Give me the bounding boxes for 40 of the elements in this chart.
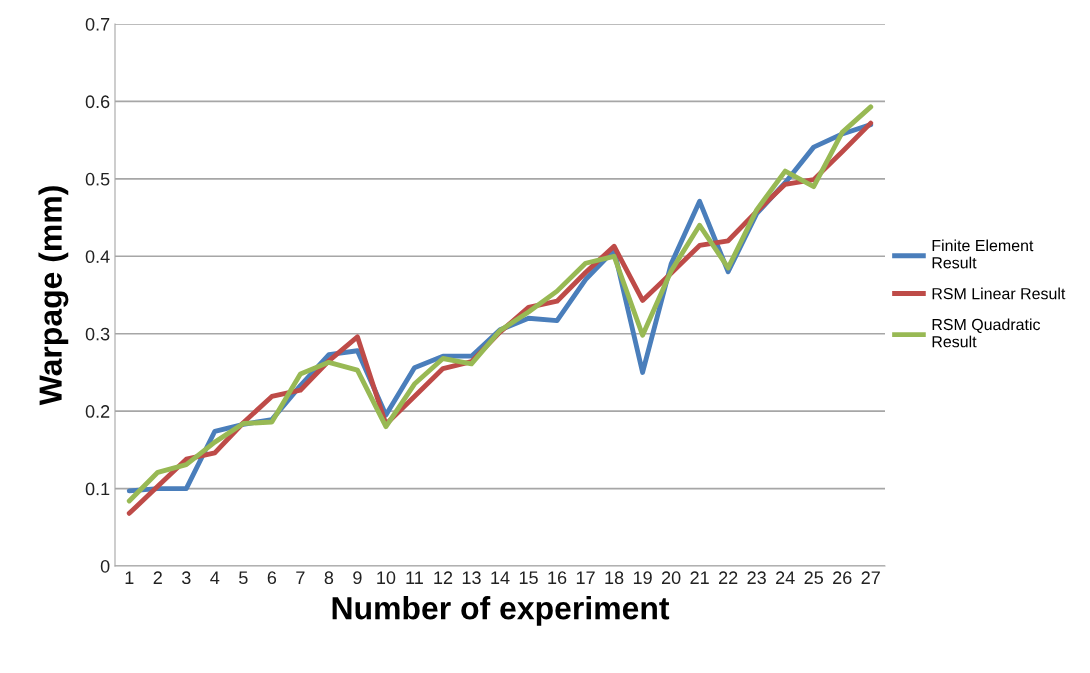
y-tick-label: 0.3	[85, 327, 110, 341]
x-tick-label: 23	[747, 571, 766, 585]
x-tick-label: 13	[462, 571, 481, 585]
x-tick-label: 9	[353, 571, 362, 585]
x-tick-label: 27	[861, 571, 880, 584]
x-tick-label: 2	[153, 571, 162, 584]
x-tick-label: 15	[519, 571, 538, 585]
x-tick-label: 3	[181, 571, 191, 585]
y-tick-label: 0.5	[85, 172, 110, 186]
x-tick-label: 21	[690, 571, 709, 584]
y-tick-label: 0.4	[85, 250, 110, 264]
x-tick-label: 26	[833, 571, 852, 585]
x-tick-label: 6	[267, 571, 277, 585]
x-tick-label: 11	[406, 571, 423, 584]
y-tick-label: 0	[100, 559, 110, 573]
x-tick-label: 10	[377, 571, 396, 585]
y-tick-label: 0.1	[85, 482, 110, 496]
x-tick-label: 19	[633, 571, 652, 585]
x-tick-label: 25	[804, 571, 823, 585]
x-tick-label: 4	[210, 571, 220, 584]
legend-label: RSM Linear Result	[932, 287, 1066, 300]
y-tick-label: 0.7	[85, 17, 110, 31]
legend-label: Finite Element Result	[932, 239, 1034, 269]
x-tick-label: 17	[576, 571, 595, 584]
x-tick-label: 8	[324, 571, 334, 585]
x-tick-label: 7	[296, 571, 305, 584]
x-tick-label: 5	[239, 571, 248, 585]
legend-label: RSM Quadratic Result	[932, 318, 1041, 348]
y-axis-title: Warpage (mm)	[38, 186, 69, 406]
x-tick-label: 12	[434, 571, 453, 584]
y-tick-label: 0.6	[85, 95, 110, 109]
x-tick-label: 20	[661, 571, 681, 585]
x-tick-label: 22	[719, 571, 738, 584]
x-tick-label: 16	[548, 571, 567, 585]
y-tick-label: 0.2	[85, 405, 110, 418]
x-tick-label: 1	[125, 571, 134, 584]
x-tick-label: 24	[776, 571, 795, 584]
x-tick-label: 14	[491, 571, 510, 584]
x-axis-title: Number of experiment	[332, 596, 670, 626]
x-tick-label: 18	[605, 571, 624, 585]
